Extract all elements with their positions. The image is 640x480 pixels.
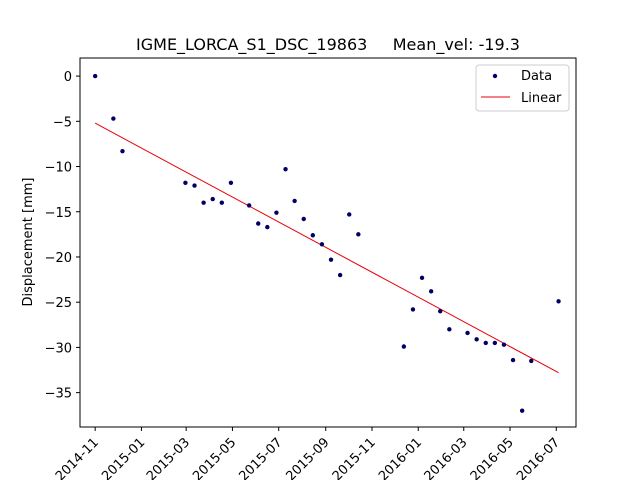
data-point (310, 233, 316, 238)
data-point (292, 198, 297, 204)
data-point (474, 337, 479, 342)
data-point (301, 216, 306, 222)
y-axis-label: Displacement [mm] (21, 178, 36, 307)
data-point (183, 180, 188, 186)
y-axis-ticks: 0 −5 −10 −15 −20 −25 −30 −35 (45, 70, 80, 402)
data-point (419, 275, 425, 280)
data-point (256, 221, 261, 226)
legend-linear-label: Linear (521, 91, 562, 106)
data-point (447, 327, 452, 332)
data-point (210, 196, 215, 202)
y-tick-label: −30 (45, 341, 72, 356)
legend: Data Linear (475, 64, 570, 112)
data-point (265, 224, 270, 230)
data-point (492, 340, 498, 346)
data-point (465, 330, 470, 336)
legend-box (475, 64, 570, 112)
data-point (483, 340, 488, 346)
y-tick-label: −35 (45, 387, 72, 402)
data-point (246, 203, 252, 208)
y-tick-label: −20 (45, 251, 72, 266)
data-point (428, 289, 434, 294)
legend-data-marker (492, 73, 498, 79)
data-point (283, 167, 288, 172)
legend-data-label: Data (521, 69, 552, 84)
data-point (219, 200, 225, 205)
data-point (192, 183, 197, 188)
data-point (356, 232, 361, 237)
data-point (347, 212, 352, 217)
data-point (510, 357, 516, 363)
data-point (92, 73, 98, 79)
y-tick-label: −25 (45, 296, 72, 311)
linear-fit-line (94, 122, 559, 374)
data-point (438, 309, 443, 314)
data-point (228, 180, 234, 186)
data-point (410, 307, 416, 312)
data-point (120, 148, 125, 154)
data-point (556, 299, 561, 304)
data-point (201, 200, 206, 205)
data-point (401, 344, 407, 349)
y-tick-label: −10 (45, 161, 72, 176)
data-point (274, 210, 279, 215)
data-point (337, 272, 343, 278)
data-point (319, 242, 325, 247)
chart-title: IGME_LORCA_S1_DSC_19863 Mean_vel: -19.3 (136, 35, 520, 55)
y-tick-label: 0 (64, 70, 72, 85)
data-point (519, 408, 525, 413)
y-tick-label: −15 (45, 206, 72, 221)
data-point (501, 342, 507, 347)
plot-area (92, 73, 561, 413)
plot-frame (79, 57, 577, 428)
data-point (529, 358, 534, 364)
data-point (328, 257, 334, 262)
data-point (111, 116, 116, 121)
y-tick-label: −5 (53, 115, 72, 130)
